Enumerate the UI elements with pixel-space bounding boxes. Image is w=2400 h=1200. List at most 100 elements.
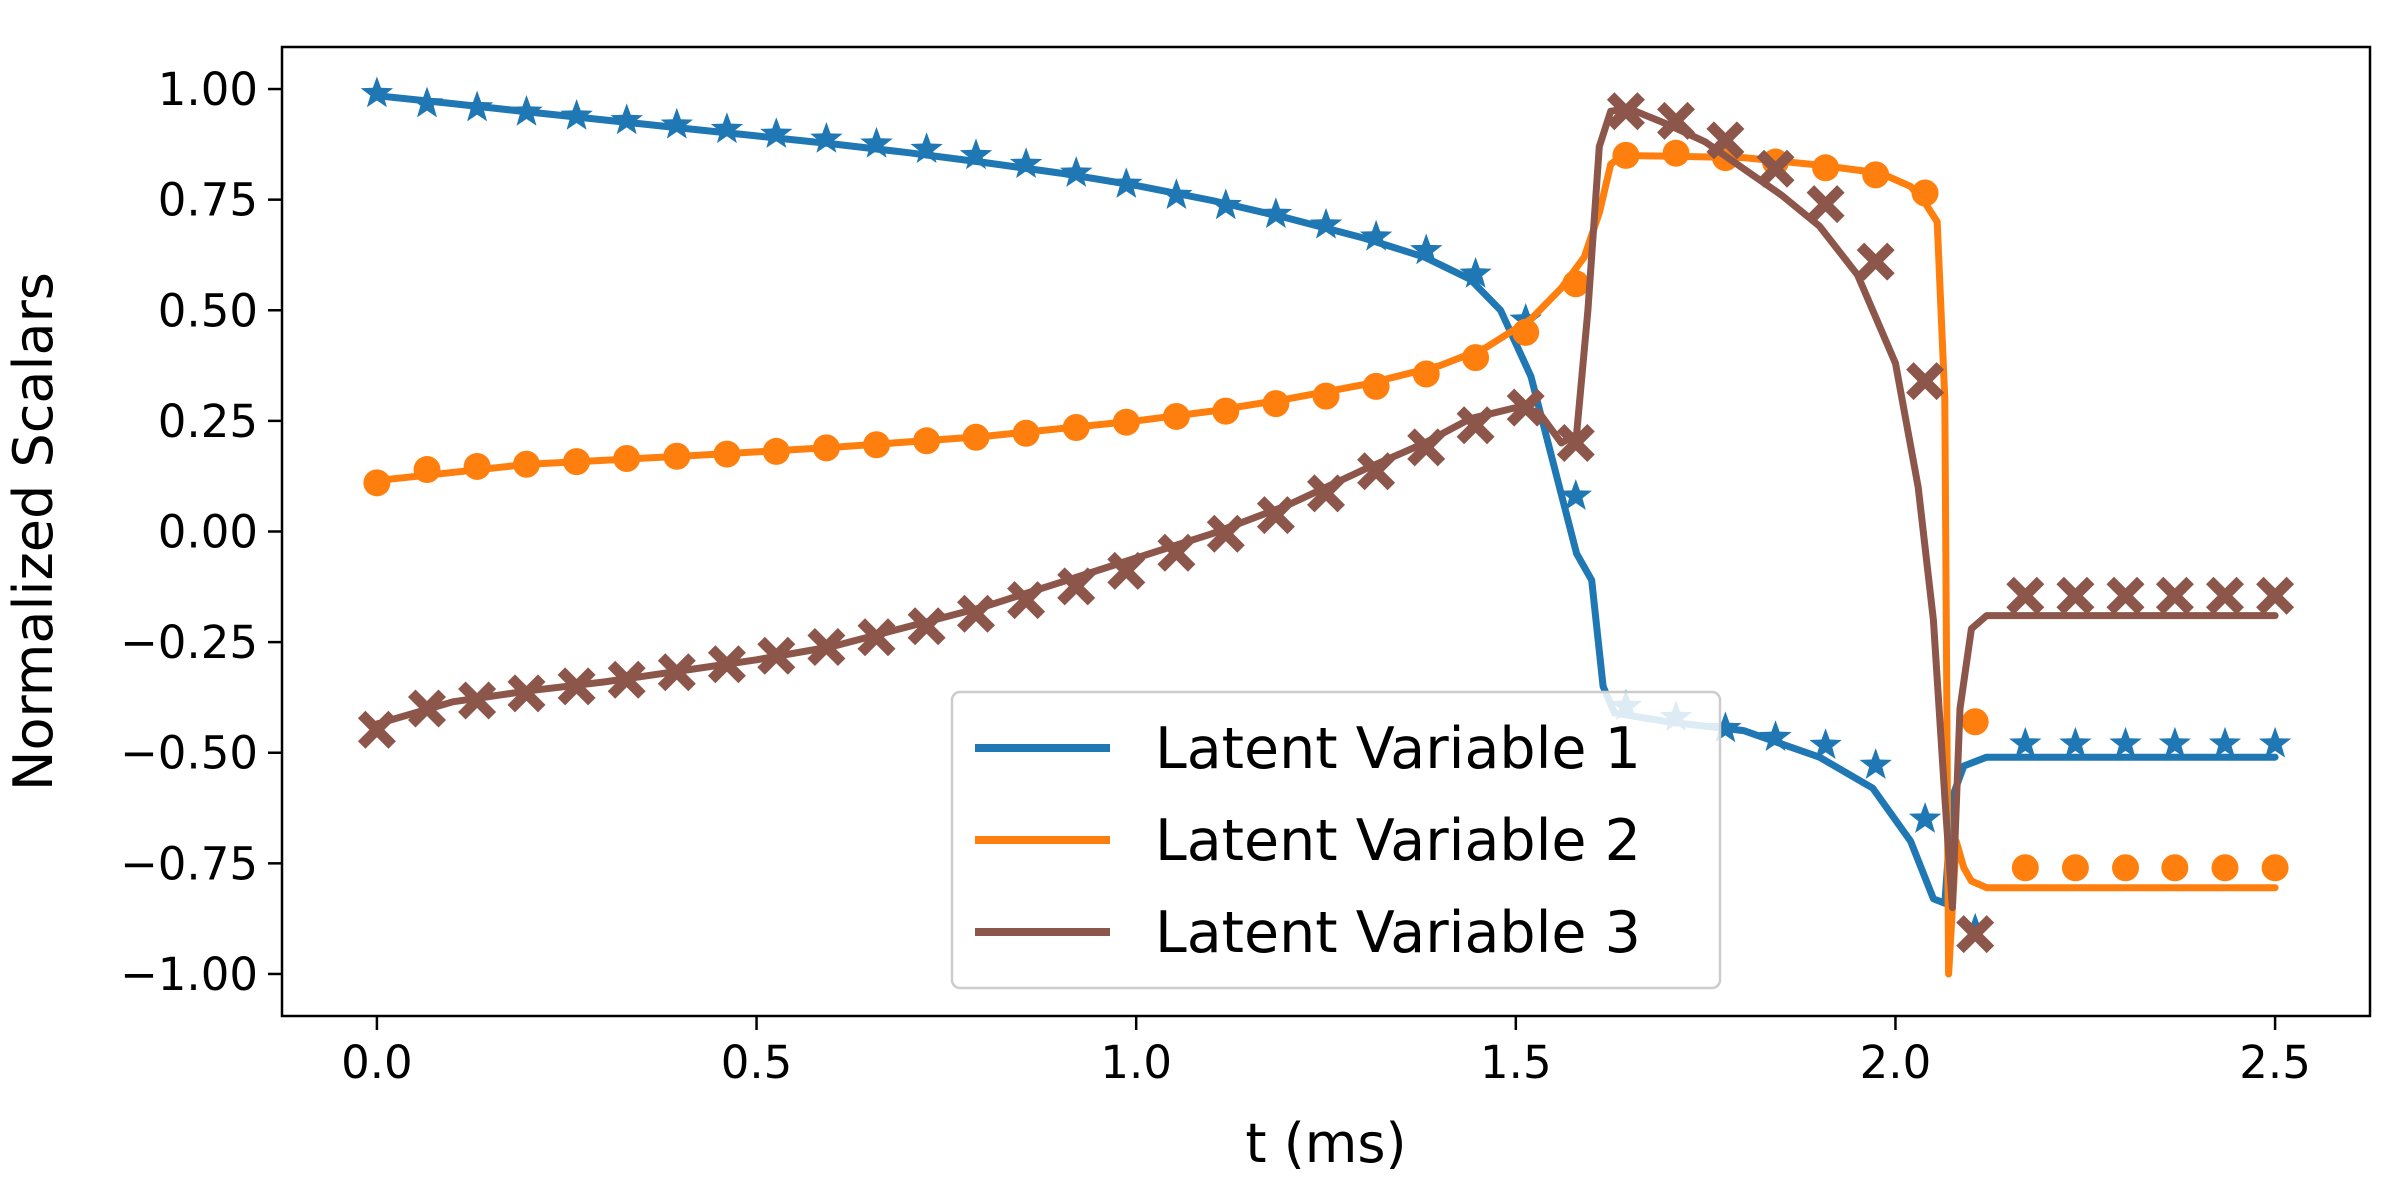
data-point-latent-variable-2 [1612, 141, 1640, 169]
data-point-latent-variable-1 [1709, 711, 1742, 743]
data-point-latent-variable-2 [1911, 179, 1939, 207]
data-point-latent-variable-3 [1606, 92, 1645, 131]
data-point-latent-variable-3 [1256, 496, 1295, 535]
data-point-latent-variable-3 [507, 674, 546, 713]
data-point-latent-variable-2 [1262, 390, 1290, 418]
data-point-latent-variable-2 [1112, 408, 1140, 436]
data-point-latent-variable-2 [1312, 382, 1340, 410]
data-point-latent-variable-1 [610, 103, 643, 135]
y-tick-label: −0.75 [120, 837, 258, 890]
data-point-latent-variable-1 [461, 90, 494, 122]
data-point-latent-variable-1 [660, 107, 693, 139]
data-point-latent-variable-2 [512, 450, 540, 478]
y-tick-label: 0.00 [158, 506, 258, 559]
y-tick-label: −1.00 [120, 948, 258, 1001]
data-point-latent-variable-1 [360, 76, 394, 108]
data-point-latent-variable-2 [613, 444, 641, 472]
legend-label-latent-variable-1: Latent Variable 1 [1155, 716, 1641, 782]
legend: Latent Variable 1 Latent Variable 2 Late… [950, 690, 1722, 990]
data-point-latent-variable-2 [1412, 360, 1440, 388]
data-point-latent-variable-2 [962, 423, 990, 451]
data-point-latent-variable-2 [762, 437, 790, 465]
data-point-latent-variable-3 [2256, 576, 2295, 615]
data-point-latent-variable-2 [1012, 419, 1040, 447]
data-point-latent-variable-2 [1162, 402, 1190, 430]
data-point-latent-variable-1 [1809, 728, 1842, 759]
data-point-latent-variable-1 [760, 117, 793, 148]
data-point-latent-variable-3 [2206, 576, 2244, 615]
data-point-latent-variable-1 [560, 99, 593, 130]
data-point-latent-variable-3 [1756, 149, 1795, 188]
legend-box [950, 690, 1722, 990]
y-axis-title: Normalized Scalars [2, 272, 65, 791]
data-point-latent-variable-3 [1856, 242, 1895, 281]
data-point-latent-variable-3 [807, 628, 846, 666]
data-point-latent-variable-3 [1057, 567, 1096, 606]
data-point-latent-variable-2 [1562, 270, 1590, 298]
series-line-latent-variable-3 [373, 105, 2279, 912]
data-point-latent-variable-1 [860, 126, 893, 158]
data-point-latent-variable-2 [863, 431, 891, 459]
data-point-latent-variable-2 [1462, 344, 1490, 372]
data-point-latent-variable-3 [1906, 362, 1945, 401]
legend-label-latent-variable-2: Latent Variable 2 [1155, 808, 1641, 874]
data-point-latent-variable-3 [757, 636, 796, 675]
data-point-latent-variable-1 [910, 132, 943, 163]
data-point-latent-variable-1 [2258, 726, 2292, 758]
data-point-latent-variable-2 [363, 469, 391, 497]
data-point-latent-variable-2 [2261, 854, 2289, 882]
data-point-latent-variable-1 [2158, 726, 2191, 758]
data-point-latent-variable-1 [1359, 219, 1393, 251]
data-point-latent-variable-3 [408, 689, 446, 728]
data-point-latent-variable-2 [463, 452, 491, 480]
data-point-latent-variable-1 [1559, 479, 1592, 510]
legend-label-latent-variable-3: Latent Variable 3 [1155, 900, 1641, 966]
data-point-latent-variable-3 [458, 681, 497, 720]
data-point-latent-variable-3 [1456, 406, 1495, 445]
data-point-latent-variable-2 [1062, 414, 1090, 442]
data-point-latent-variable-3 [1206, 514, 1245, 553]
data-point-latent-variable-2 [2061, 854, 2089, 882]
data-point-latent-variable-2 [1512, 318, 1540, 346]
data-point-latent-variable-3 [357, 710, 396, 749]
data-point-latent-variable-2 [713, 440, 741, 468]
x-tick-label: 0.5 [721, 1036, 793, 1089]
data-point-latent-variable-3 [1556, 424, 1595, 462]
data-point-latent-variable-1 [1259, 197, 1293, 228]
data-point-latent-variable-3 [1706, 121, 1745, 160]
data-point-latent-variable-3 [1307, 474, 1345, 513]
data-point-latent-variable-1 [2009, 726, 2042, 758]
data-point-latent-variable-3 [2106, 576, 2145, 615]
x-tick-label: 1.0 [1100, 1036, 1172, 1089]
data-point-latent-variable-3 [557, 667, 596, 706]
data-point-latent-variable-3 [957, 594, 995, 633]
data-point-latent-variable-1 [1110, 167, 1143, 198]
data-point-latent-variable-1 [810, 122, 843, 153]
data-point-latent-variable-2 [1362, 372, 1390, 400]
data-point-latent-variable-1 [1759, 720, 1792, 751]
data-point-latent-variable-2 [1812, 154, 1840, 182]
data-point-latent-variable-1 [1410, 233, 1443, 265]
x-tick-label: 2.0 [1860, 1036, 1932, 1089]
data-point-latent-variable-1 [710, 112, 744, 144]
x-axis-title: t (ms) [1245, 1112, 1406, 1175]
data-point-latent-variable-2 [1662, 139, 1690, 167]
data-point-latent-variable-2 [563, 448, 591, 476]
y-tick-label: −0.50 [120, 727, 258, 780]
x-axis: 0.0 0.5 1.0 1.5 2.0 2.5 [341, 1016, 2311, 1089]
y-tick-label: 0.75 [158, 174, 258, 227]
series-line-latent-variable-2 [373, 151, 2279, 978]
y-tick-label: 1.00 [158, 63, 258, 116]
data-point-latent-variable-3 [1007, 581, 1046, 620]
data-point-latent-variable-3 [607, 660, 646, 699]
data-point-latent-variable-3 [1956, 915, 1995, 954]
data-point-latent-variable-3 [657, 653, 696, 692]
data-point-latent-variable-1 [1859, 748, 1892, 779]
data-point-latent-variable-1 [1160, 178, 1193, 209]
x-tick-label: 2.5 [2239, 1036, 2311, 1089]
data-point-latent-variable-3 [857, 618, 896, 657]
y-axis: 1.00 0.75 0.50 0.25 0.00 −0.25 −0.50 −0.75 −1.00 [120, 63, 282, 1001]
data-point-latent-variable-1 [1908, 802, 1942, 833]
